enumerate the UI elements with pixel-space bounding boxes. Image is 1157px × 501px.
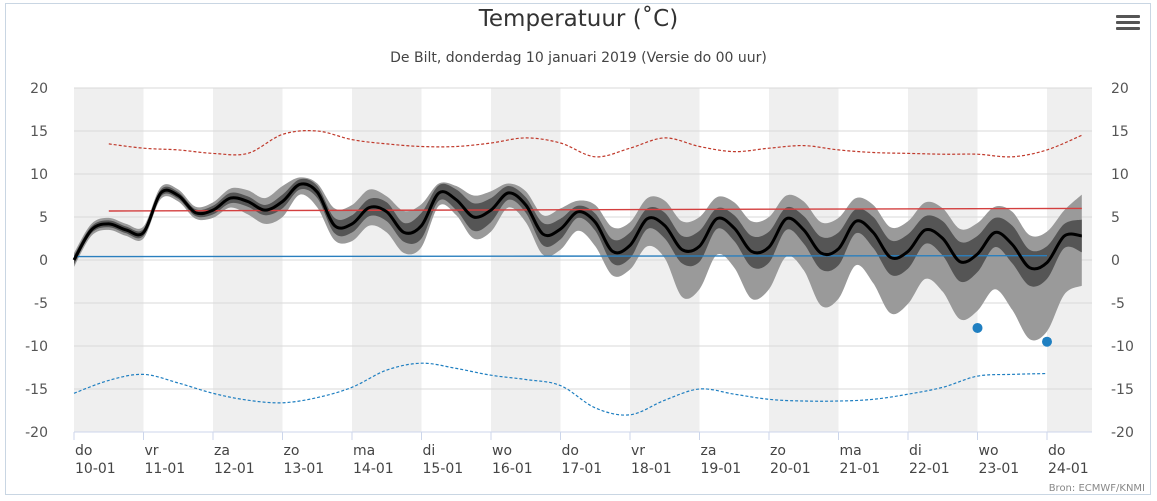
record-max-line — [108, 130, 1083, 158]
y-tick-label: -5 — [34, 296, 48, 312]
x-tick-day: wo — [979, 443, 999, 459]
y-tick-label: -15 — [25, 382, 48, 398]
y-tick-label: -5 — [1111, 296, 1125, 312]
y-tick-label: 10 — [1111, 167, 1129, 183]
x-tick-date: 20-01 — [770, 461, 811, 477]
x-tick-date: 21-01 — [840, 461, 881, 477]
x-tick-day: za — [214, 443, 230, 459]
x-tick-day: zo — [284, 443, 300, 459]
x-tick-day: ma — [840, 443, 862, 459]
extreme-marker — [972, 322, 983, 333]
y-tick-label: -20 — [1111, 425, 1134, 441]
y-tick-label: 15 — [30, 124, 48, 140]
hamburger-menu-icon[interactable] — [1116, 15, 1140, 37]
outer-spread-band — [74, 177, 1082, 341]
x-tick-day: do — [562, 443, 579, 459]
normal-min-line — [73, 255, 1048, 258]
y-axis-left: 20 15 10 5 0 -5 -10 -15 -20 — [25, 81, 48, 441]
y-tick-label: -10 — [1111, 339, 1134, 355]
y-axis-right: 20 15 10 5 0 -5 -10 -15 -20 — [1111, 81, 1134, 441]
y-tick-label: 0 — [39, 253, 48, 269]
y-tick-label: -15 — [1111, 382, 1134, 398]
y-tick-label: 10 — [30, 167, 48, 183]
x-tick-date: 14-01 — [353, 461, 394, 477]
x-axis: do 10-01 vr 11-01 za 12-01 zo 13-01 ma 14-01 di 15-… — [73, 431, 1092, 477]
x-tick-day: zo — [770, 443, 786, 459]
x-tick-date: 24-01 — [1048, 461, 1089, 477]
x-tick-date: 12-01 — [214, 461, 255, 477]
y-tick-label: 20 — [1111, 81, 1129, 97]
x-tick-day: di — [909, 443, 922, 459]
x-tick-day: za — [701, 443, 717, 459]
y-tick-label: -20 — [25, 425, 48, 441]
x-tick-day: vr — [145, 443, 159, 459]
y-tick-label: 5 — [1111, 210, 1120, 226]
y-tick-label: 20 — [30, 81, 48, 97]
x-tick-date: 10-01 — [75, 461, 116, 477]
series-lines — [72, 130, 1083, 416]
x-tick-date: 15-01 — [423, 461, 464, 477]
chart-title: Temperatuur (˚C) — [478, 6, 679, 32]
x-tick-day: ma — [353, 443, 375, 459]
x-tick-day: di — [423, 443, 436, 459]
x-tick-date: 22-01 — [909, 461, 950, 477]
x-tick-day: wo — [492, 443, 512, 459]
x-tick-date: 17-01 — [562, 461, 603, 477]
extreme-marker — [1042, 336, 1052, 347]
x-tick-date: 13-01 — [284, 461, 325, 477]
credits-label: Bron: ECMWF/KNMI — [1048, 483, 1145, 494]
x-tick-date: 18-01 — [631, 461, 672, 477]
x-tick-day: do — [75, 443, 92, 459]
x-tick-date: 11-01 — [145, 461, 186, 477]
x-tick-day: vr — [631, 443, 645, 459]
chart-subtitle: De Bilt, donderdag 10 januari 2019 (Vers… — [390, 50, 767, 66]
y-tick-label: 5 — [39, 210, 48, 226]
median-line — [72, 182, 1082, 271]
record-min-line — [73, 362, 1048, 416]
x-tick-date: 19-01 — [701, 461, 742, 477]
y-tick-label: -10 — [25, 339, 48, 355]
x-tick-day: do — [1048, 443, 1065, 459]
x-tick-date: 23-01 — [979, 461, 1020, 477]
y-tick-label: 0 — [1111, 253, 1120, 269]
extreme-markers — [972, 322, 1052, 347]
x-tick-date: 16-01 — [492, 461, 533, 477]
y-tick-label: 15 — [1111, 124, 1129, 140]
